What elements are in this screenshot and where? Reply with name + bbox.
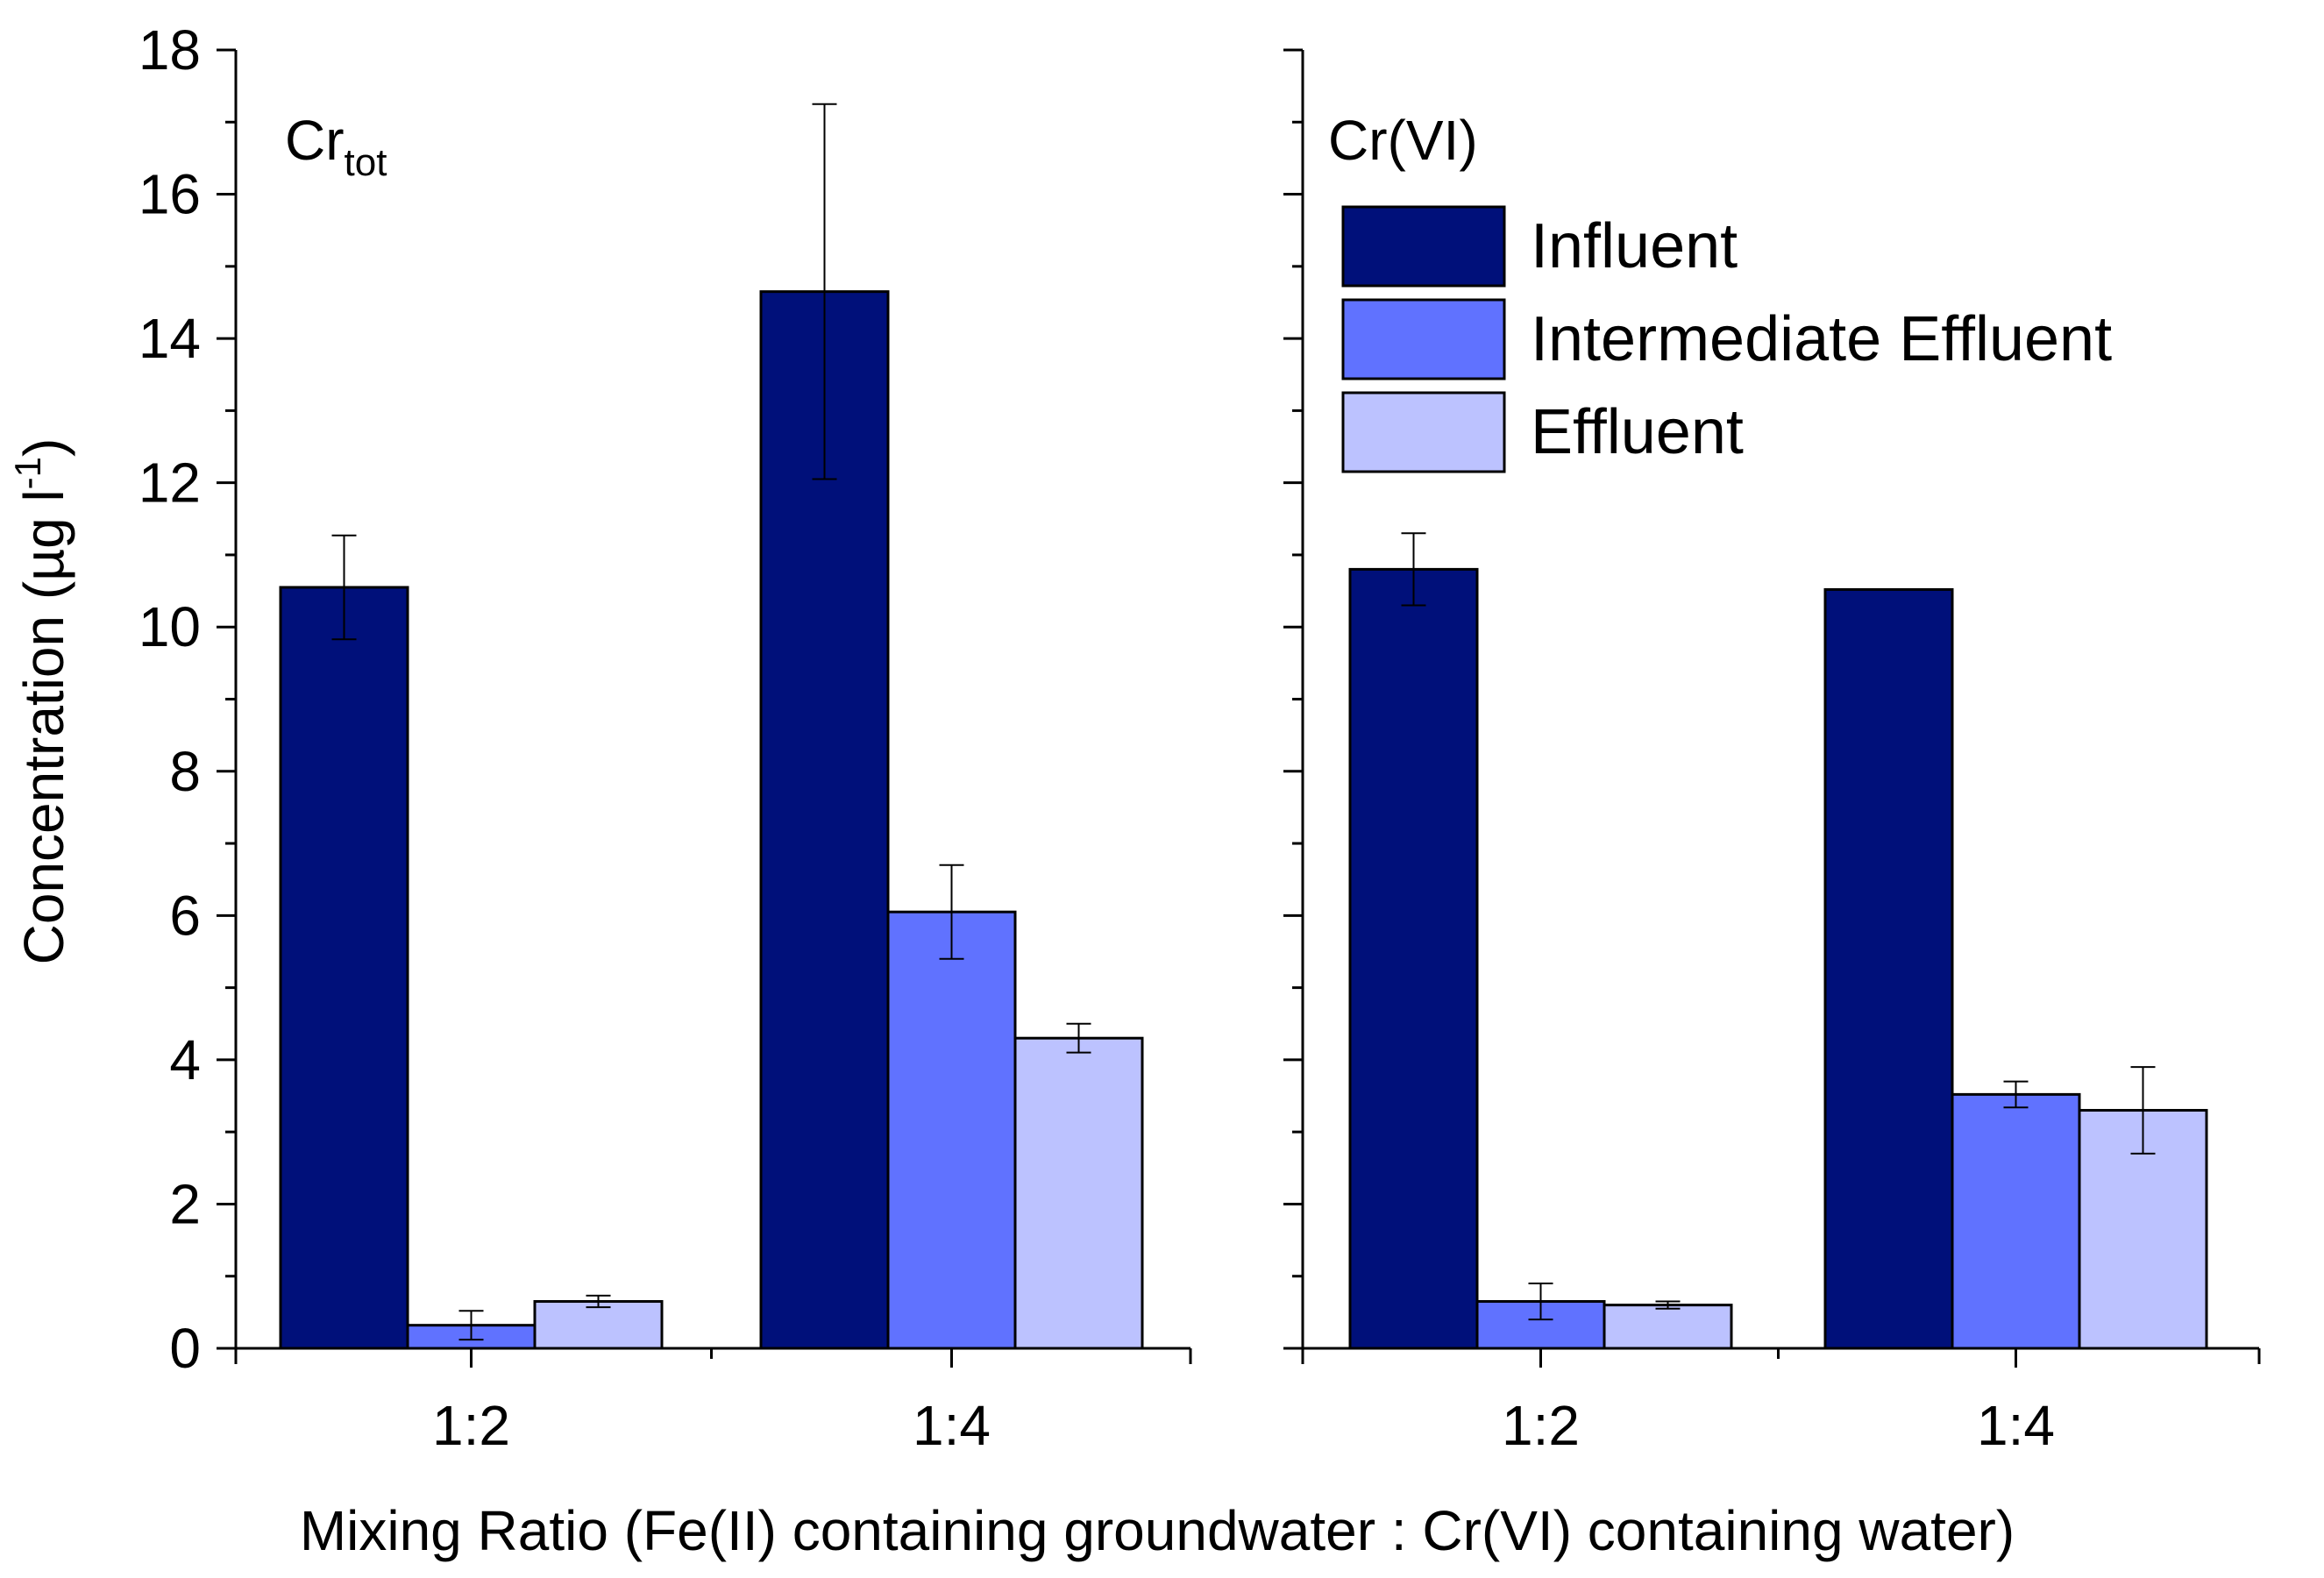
bar — [1603, 1304, 1733, 1350]
panel-1: 0 2 4 6 8 10 12 14 16 18 1:2 1:4 Crtot — [139, 18, 1192, 1457]
y-tick-label: 16 — [139, 163, 201, 226]
legend-swatch — [1341, 205, 1506, 288]
y-tick-label: 18 — [139, 18, 201, 82]
legend-swatch — [1341, 298, 1506, 380]
y-tick-label: 8 — [169, 740, 201, 803]
bar — [1348, 567, 1479, 1350]
legend-label: Effluent — [1531, 397, 1744, 467]
bar — [279, 586, 409, 1350]
x-axis-label: Mixing Ratio (Fe(II) containing groundwa… — [300, 1499, 2015, 1562]
chart-panels: 0 2 4 6 8 10 12 14 16 18 1:2 1:4 Crtot 1:2 1:4 Cr(VI) — [139, 18, 2261, 1457]
y-axis-label-sup: -1 — [7, 457, 48, 489]
x-tick-label: 1:2 — [1502, 1394, 1580, 1457]
panel-title: Cr(VI) — [1328, 109, 1478, 172]
x-tick-label: 1:4 — [1977, 1394, 2055, 1457]
x-tick-label: 1:2 — [432, 1394, 510, 1457]
panel-title: Crtot — [285, 109, 387, 184]
panel-title-main: Cr — [285, 109, 345, 172]
x-tick-label: 1:4 — [913, 1394, 991, 1457]
y-tick-label: 14 — [139, 307, 201, 370]
panel-2: 1:2 1:4 Cr(VI) — [1283, 48, 2261, 1457]
legend-label: Influent — [1531, 211, 1738, 281]
bar — [533, 1300, 664, 1350]
y-axis-label: Concentration (µg l-1) — [7, 438, 75, 965]
y-tick-label: 12 — [139, 451, 201, 515]
bar — [1951, 1092, 2081, 1350]
y-axis-label-main: Concentration (µg l — [12, 489, 75, 964]
y-tick-label: 10 — [139, 595, 201, 658]
legend: Influent Intermediate Effluent Effluent — [1341, 205, 2112, 473]
bar — [1013, 1036, 1144, 1350]
legend-swatch — [1341, 391, 1506, 473]
y-tick-label: 2 — [169, 1172, 201, 1235]
panel-title-subscript: tot — [345, 141, 387, 184]
panel-title-main: Cr(VI) — [1328, 109, 1478, 172]
y-tick-label: 6 — [169, 884, 201, 947]
y-tick-label: 0 — [169, 1317, 201, 1380]
y-tick-label: 4 — [169, 1028, 201, 1091]
bar — [886, 910, 1017, 1350]
bar — [1823, 587, 1954, 1350]
legend-label: Intermediate Effluent — [1531, 304, 2112, 374]
y-axis-label-close: ) — [12, 438, 75, 457]
